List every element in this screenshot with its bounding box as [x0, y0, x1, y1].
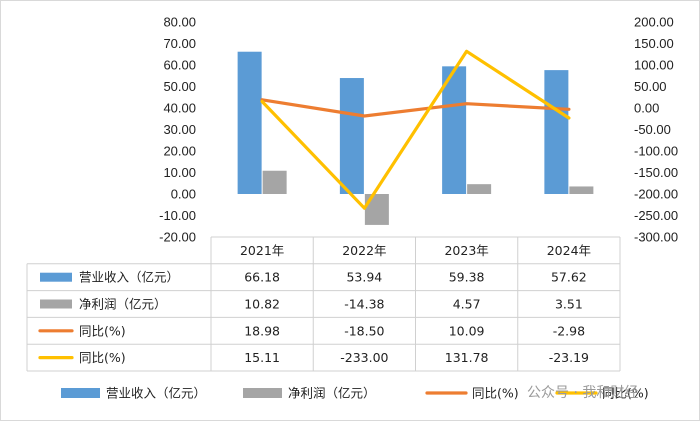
right-tick-label: -250.00	[634, 208, 678, 223]
lines	[260, 49, 571, 210]
legend-key	[243, 388, 282, 398]
category-label: 2022年	[342, 243, 386, 258]
left-tick-label: -20.00	[159, 230, 196, 245]
category-label: 2021年	[240, 243, 284, 258]
right-axis-ticks: 200.00 150.00 100.00 50.00 0.00 -50.00 -100.00…	[634, 15, 678, 245]
right-tick-label: 0.00	[634, 101, 659, 116]
bar-net-profit	[262, 170, 287, 194]
data-label: 10.82	[244, 297, 280, 312]
table-series-name: 同比(%)	[79, 323, 126, 338]
data-label: 66.18	[244, 270, 280, 285]
left-axis-ticks: 80.00 70.00 60.00 50.00 40.00 30.00 20.00 10.00…	[159, 15, 196, 245]
category-label: 2023年	[444, 243, 488, 258]
left-tick-label: 70.00	[163, 36, 196, 51]
category-label: 2024年	[547, 243, 591, 258]
legend-label: 净利润（亿元）	[288, 386, 376, 401]
data-label: -2.98	[553, 323, 585, 338]
table-legend-key	[40, 272, 72, 282]
left-tick-label: 10.00	[163, 165, 196, 180]
left-tick-label: -10.00	[159, 208, 196, 223]
data-label: 59.38	[449, 270, 485, 285]
legend-label: 同比(%)	[472, 386, 519, 401]
right-tick-label: -300.00	[634, 230, 678, 245]
data-label: 131.78	[445, 350, 489, 365]
right-tick-label: -100.00	[634, 144, 678, 159]
data-label: 57.62	[551, 270, 587, 285]
watermark: 公众号 · 我和财经	[527, 385, 638, 401]
table-legend-key	[40, 299, 72, 309]
bar-net-profit	[364, 194, 389, 225]
data-label: -23.19	[549, 350, 589, 365]
data-label: 4.57	[453, 297, 481, 312]
legend-key	[61, 388, 100, 398]
line-yoy-2	[260, 49, 571, 210]
right-tick-label: -200.00	[634, 187, 678, 202]
data-label: -18.50	[344, 323, 384, 338]
left-tick-label: 40.00	[163, 101, 196, 116]
bar-net-profit	[467, 184, 492, 194]
line-yoy-1	[260, 98, 571, 118]
bar-revenue	[237, 51, 262, 195]
bar-revenue	[339, 78, 364, 194]
left-tick-label: 0.00	[171, 187, 196, 202]
table-series-name: 净利润（亿元）	[79, 297, 167, 312]
table-series-name: 营业收入（亿元）	[79, 270, 179, 285]
bar-revenue	[544, 70, 569, 194]
bar-net-profit	[569, 186, 594, 194]
legend-label: 同比(%)	[602, 386, 649, 401]
right-tick-label: 200.00	[634, 15, 674, 30]
right-tick-label: -150.00	[634, 165, 678, 180]
data-label: 18.98	[244, 323, 280, 338]
left-tick-label: 80.00	[163, 15, 196, 30]
data-label: -233.00	[340, 350, 388, 365]
data-label: 53.94	[346, 270, 382, 285]
legend-label: 营业收入（亿元）	[106, 386, 206, 401]
left-tick-label: 60.00	[163, 58, 196, 73]
right-tick-label: 100.00	[634, 58, 674, 73]
bar-revenue	[442, 66, 467, 194]
data-label: -14.38	[344, 297, 384, 312]
right-tick-label: 50.00	[634, 79, 667, 94]
data-label: 3.51	[555, 297, 583, 312]
left-tick-label: 30.00	[163, 122, 196, 137]
right-tick-label: -50.00	[634, 122, 671, 137]
left-tick-label: 50.00	[163, 79, 196, 94]
data-label: 15.11	[244, 350, 280, 365]
data-label: 10.09	[449, 323, 485, 338]
legend: 营业收入（亿元） 净利润（亿元） 同比(%) 同比(%)	[61, 386, 649, 401]
left-tick-label: 20.00	[163, 144, 196, 159]
table-series-name: 同比(%)	[79, 350, 126, 365]
right-tick-label: 150.00	[634, 36, 674, 51]
